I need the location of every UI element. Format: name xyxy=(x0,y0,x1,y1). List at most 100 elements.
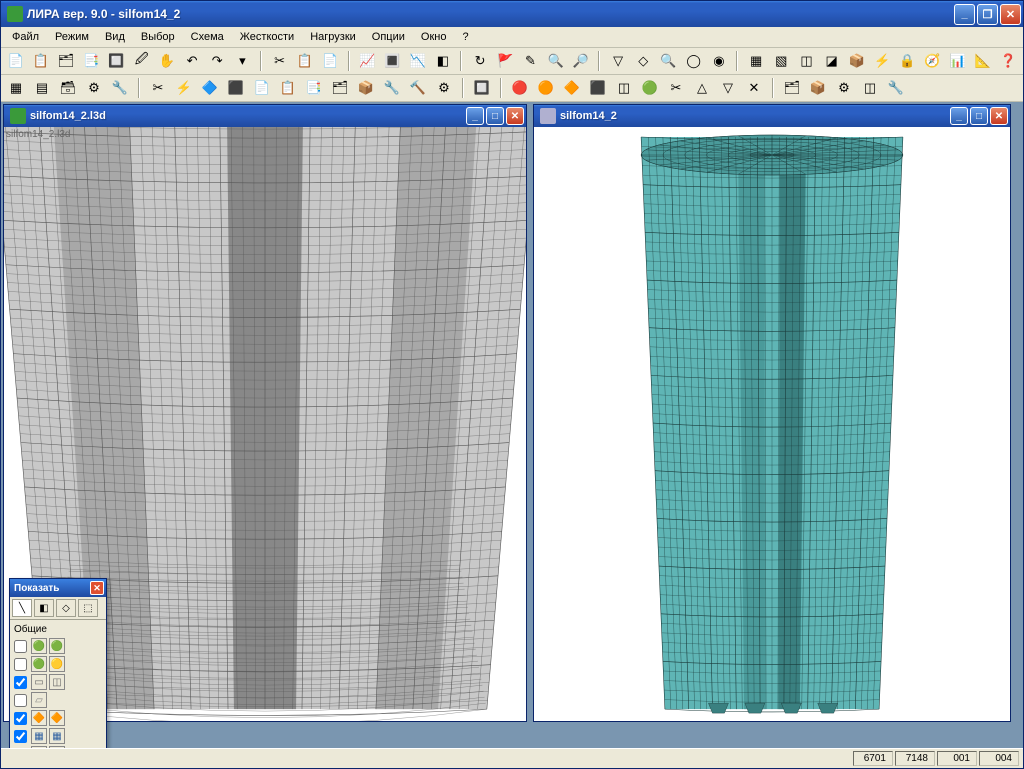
tb1-btn-15[interactable]: 📈 xyxy=(357,50,378,72)
palette-icon-0-1[interactable]: 🟢 xyxy=(49,638,65,654)
tb1-btn-34[interactable]: ◫ xyxy=(796,50,817,72)
tb1-btn-28[interactable]: 🔍 xyxy=(658,50,679,72)
tb1-btn-17[interactable]: 📉 xyxy=(407,50,428,72)
minimize-button[interactable]: _ xyxy=(954,4,975,25)
tb2-btn-30[interactable]: ✕ xyxy=(743,77,765,99)
tb2-btn-15[interactable]: 🔧 xyxy=(381,77,403,99)
tb2-btn-16[interactable]: 🔨 xyxy=(407,77,429,99)
show-palette[interactable]: Показать ✕ ╲◧◇⬚ Общие 🟢🟢🟢🟡▭◫▱🔶🔶▦▦▦⬚⬚⬚ ✔ … xyxy=(9,578,107,748)
tb2-btn-3[interactable]: ⚙ xyxy=(83,77,105,99)
tb1-btn-24[interactable]: 🔎 xyxy=(570,50,591,72)
tb1-btn-2[interactable]: 🗂 xyxy=(55,50,76,72)
tb2-btn-4[interactable]: 🔧 xyxy=(109,77,131,99)
tb2-btn-17[interactable]: ⚙ xyxy=(433,77,455,99)
tb2-btn-25[interactable]: ◫ xyxy=(613,77,635,99)
palette-icon-4-0[interactable]: 🔶 xyxy=(31,710,47,726)
tb2-btn-7[interactable]: ⚡ xyxy=(173,77,195,99)
tb2-btn-6[interactable]: ✂ xyxy=(147,77,169,99)
tb2-btn-26[interactable]: 🟢 xyxy=(639,77,661,99)
tb1-btn-33[interactable]: ▧ xyxy=(771,50,792,72)
tb1-btn-27[interactable]: ◇ xyxy=(633,50,654,72)
palette-check-1[interactable] xyxy=(14,658,27,671)
tb2-btn-22[interactable]: 🟠 xyxy=(535,77,557,99)
tb2-btn-29[interactable]: ▽ xyxy=(717,77,739,99)
palette-icon-5-1[interactable]: ▦ xyxy=(49,728,65,744)
tb1-btn-13[interactable]: 📄 xyxy=(319,50,340,72)
main-titlebar[interactable]: ЛИРА вер. 9.0 - silfom14_2 _ ❐ ✕ xyxy=(1,1,1023,27)
tb1-btn-5[interactable]: 🖉 xyxy=(131,50,152,72)
tb2-btn-21[interactable]: 🔴 xyxy=(509,77,531,99)
tb2-btn-35[interactable]: ◫ xyxy=(859,77,881,99)
tb2-btn-33[interactable]: 📦 xyxy=(807,77,829,99)
tb1-btn-35[interactable]: ◪ xyxy=(821,50,842,72)
tb1-btn-23[interactable]: 🔍 xyxy=(545,50,566,72)
palette-icon-3-0[interactable]: ▱ xyxy=(31,692,47,708)
child2-close[interactable]: ✕ xyxy=(990,107,1008,125)
tb1-btn-30[interactable]: ◉ xyxy=(708,50,729,72)
tb2-btn-24[interactable]: ⬛ xyxy=(587,77,609,99)
tb1-btn-12[interactable]: 📋 xyxy=(294,50,315,72)
menu-выбор[interactable]: Выбор xyxy=(134,29,182,45)
menu-опции[interactable]: Опции xyxy=(365,29,412,45)
tb2-btn-1[interactable]: ▤ xyxy=(31,77,53,99)
restore-button[interactable]: ❐ xyxy=(977,4,998,25)
tb1-btn-37[interactable]: ⚡ xyxy=(872,50,893,72)
close-button[interactable]: ✕ xyxy=(1000,4,1021,25)
tb1-btn-4[interactable]: 🔲 xyxy=(106,50,127,72)
palette-icon-0-0[interactable]: 🟢 xyxy=(31,638,47,654)
child2-minimize[interactable]: _ xyxy=(950,107,968,125)
tb1-btn-11[interactable]: ✂ xyxy=(269,50,290,72)
child1-minimize[interactable]: _ xyxy=(466,107,484,125)
menu-окно[interactable]: Окно xyxy=(414,29,454,45)
tb1-btn-36[interactable]: 📦 xyxy=(846,50,867,72)
menu-?[interactable]: ? xyxy=(455,29,475,45)
tb2-btn-23[interactable]: 🔶 xyxy=(561,77,583,99)
tb1-btn-3[interactable]: 📑 xyxy=(81,50,102,72)
tb2-btn-19[interactable]: 🔲 xyxy=(471,77,493,99)
palette-check-6[interactable] xyxy=(14,748,27,749)
tb1-btn-1[interactable]: 📋 xyxy=(30,50,51,72)
palette-icon-4-1[interactable]: 🔶 xyxy=(49,710,65,726)
tb2-btn-10[interactable]: 📄 xyxy=(251,77,273,99)
tb1-btn-38[interactable]: 🔒 xyxy=(897,50,918,72)
tb1-btn-6[interactable]: ✋ xyxy=(156,50,177,72)
palette-tab-3[interactable]: ⬚ xyxy=(78,599,98,617)
tb1-btn-42[interactable]: ❓ xyxy=(998,50,1019,72)
menu-нагрузки[interactable]: Нагрузки xyxy=(303,29,363,45)
tb2-btn-13[interactable]: 🗂 xyxy=(329,77,351,99)
palette-icon-6-1[interactable]: ⬚ xyxy=(49,746,65,748)
tb2-btn-9[interactable]: ⬛ xyxy=(225,77,247,99)
tb1-btn-20[interactable]: ↻ xyxy=(469,50,490,72)
tb2-btn-0[interactable]: ▦ xyxy=(5,77,27,99)
tb2-btn-36[interactable]: 🔧 xyxy=(885,77,907,99)
palette-icon-1-1[interactable]: 🟡 xyxy=(49,656,65,672)
palette-check-0[interactable] xyxy=(14,640,27,653)
child1-maximize[interactable]: □ xyxy=(486,107,504,125)
tb2-btn-11[interactable]: 📋 xyxy=(277,77,299,99)
palette-check-4[interactable] xyxy=(14,712,27,725)
tb2-btn-14[interactable]: 📦 xyxy=(355,77,377,99)
menu-жесткости[interactable]: Жесткости xyxy=(233,29,301,45)
tb2-btn-12[interactable]: 📑 xyxy=(303,77,325,99)
palette-check-3[interactable] xyxy=(14,694,27,707)
menu-файл[interactable]: Файл xyxy=(5,29,46,45)
tb2-btn-32[interactable]: 🗂 xyxy=(781,77,803,99)
palette-icon-2-1[interactable]: ◫ xyxy=(49,674,65,690)
menu-вид[interactable]: Вид xyxy=(98,29,132,45)
palette-check-5[interactable] xyxy=(14,730,27,743)
palette-check-2[interactable] xyxy=(14,676,27,689)
tb2-btn-8[interactable]: 🔷 xyxy=(199,77,221,99)
palette-close[interactable]: ✕ xyxy=(90,581,104,595)
tb1-btn-32[interactable]: ▦ xyxy=(745,50,766,72)
tb1-btn-9[interactable]: ▾ xyxy=(232,50,253,72)
tb2-btn-34[interactable]: ⚙ xyxy=(833,77,855,99)
menu-режим[interactable]: Режим xyxy=(48,29,96,45)
tb1-btn-8[interactable]: ↷ xyxy=(207,50,228,72)
tb2-btn-2[interactable]: 🗃 xyxy=(57,77,79,99)
tb1-btn-18[interactable]: ◧ xyxy=(432,50,453,72)
tb1-btn-16[interactable]: 🔳 xyxy=(382,50,403,72)
palette-icon-2-0[interactable]: ▭ xyxy=(31,674,47,690)
tb2-btn-27[interactable]: ✂ xyxy=(665,77,687,99)
child2-titlebar[interactable]: silfom14_2 _ □ ✕ xyxy=(534,105,1010,127)
palette-icon-6-0[interactable]: ▦ xyxy=(31,746,47,748)
